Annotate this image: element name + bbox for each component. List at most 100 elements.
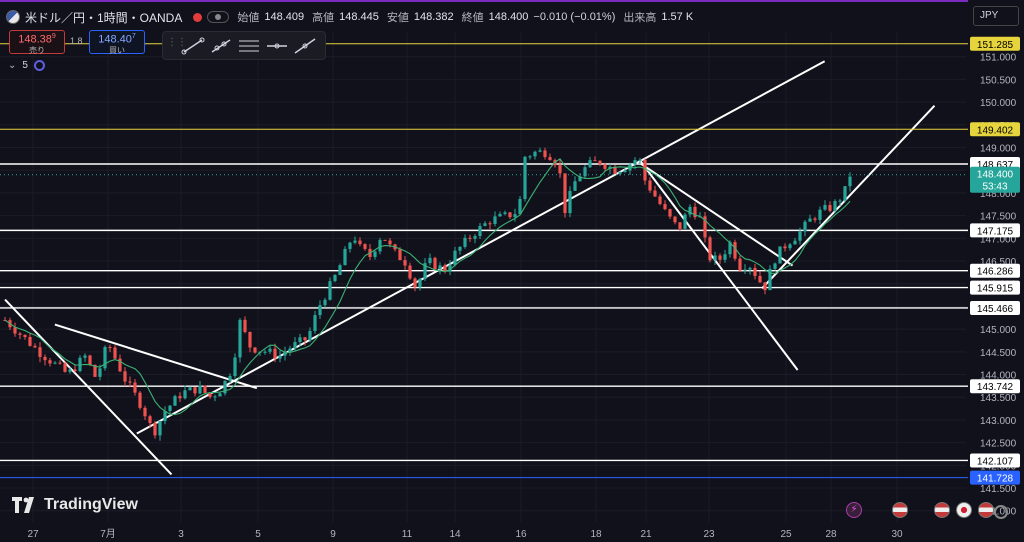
tradingview-logo: TradingView bbox=[12, 496, 138, 514]
candle-body bbox=[673, 216, 677, 223]
price-tick-label: 147.000 bbox=[980, 234, 1017, 245]
candle-body bbox=[623, 170, 627, 173]
us-event-icon[interactable] bbox=[934, 502, 950, 518]
candle-body bbox=[708, 237, 712, 261]
candle-body bbox=[323, 299, 327, 306]
time-tick-label: 3 bbox=[178, 529, 184, 540]
candle-body bbox=[333, 274, 337, 282]
trend-line-tool-icon[interactable] bbox=[181, 36, 205, 56]
candle-body bbox=[398, 249, 402, 261]
candle-body bbox=[638, 159, 642, 161]
candle-body bbox=[653, 190, 657, 197]
candle-body bbox=[593, 160, 597, 162]
us-event-icon[interactable] bbox=[978, 502, 994, 518]
candle-body bbox=[818, 209, 822, 220]
price-tick-label: 151.000 bbox=[980, 53, 1017, 64]
candle-body bbox=[103, 347, 107, 369]
time-tick-label: 25 bbox=[780, 529, 792, 540]
chevron-down-icon[interactable]: ⌄ bbox=[8, 60, 17, 71]
candle-body bbox=[138, 392, 142, 408]
candle-body bbox=[463, 237, 467, 247]
candle-body bbox=[288, 348, 292, 353]
candle-body bbox=[488, 223, 492, 225]
level-price-tag bbox=[970, 280, 1020, 295]
candle-body bbox=[503, 212, 507, 214]
candle-body bbox=[303, 337, 307, 341]
candle-body bbox=[583, 167, 587, 177]
horizontal-line-tool-icon[interactable] bbox=[265, 36, 289, 56]
candle-body bbox=[343, 248, 347, 266]
candle-body bbox=[183, 390, 187, 399]
candle-body bbox=[358, 240, 362, 245]
currency-selector[interactable]: JPY bbox=[973, 6, 1019, 26]
candle-body bbox=[223, 380, 227, 394]
ray-tool-icon[interactable] bbox=[209, 36, 233, 56]
candle-body bbox=[278, 355, 282, 359]
us-event-icon[interactable] bbox=[892, 502, 908, 518]
time-tick-label: 27 bbox=[27, 529, 39, 540]
low-value: 148.382 bbox=[413, 11, 454, 23]
candle-body bbox=[793, 240, 797, 245]
candle-body bbox=[418, 278, 422, 288]
candle-body bbox=[198, 385, 202, 394]
drawn-trend-line bbox=[639, 160, 799, 371]
time-tick-label: 28 bbox=[825, 529, 837, 540]
candle-body bbox=[353, 240, 357, 243]
time-tick-label: 16 bbox=[515, 529, 527, 540]
jp-event-icon[interactable] bbox=[956, 502, 972, 518]
current-price-label: 148.400 bbox=[977, 170, 1014, 181]
level-price-tag bbox=[970, 122, 1020, 137]
price-tick-label: 149.000 bbox=[980, 144, 1017, 155]
candle-body bbox=[773, 263, 777, 269]
time-tick-label: 7月 bbox=[100, 528, 116, 540]
candle-body bbox=[658, 196, 662, 205]
candle-body bbox=[513, 214, 517, 218]
buy-button[interactable]: 148.407 買い bbox=[89, 30, 145, 55]
sell-label: 売り bbox=[29, 45, 45, 55]
price-tick-label: 150.500 bbox=[980, 75, 1017, 86]
candle-body bbox=[763, 282, 767, 291]
candle-body bbox=[18, 333, 22, 335]
candle-body bbox=[438, 265, 442, 270]
drawn-trend-line bbox=[54, 323, 258, 390]
price-tick-label: 147.500 bbox=[980, 212, 1017, 223]
logo-text: TradingView bbox=[44, 496, 138, 513]
candle-body bbox=[718, 255, 722, 260]
indicator-icon[interactable] bbox=[33, 60, 45, 71]
gear-icon[interactable] bbox=[994, 505, 1008, 519]
extended-line-tool-icon[interactable] bbox=[293, 36, 317, 56]
candle-body bbox=[158, 421, 162, 436]
price-tick-label: 144.000 bbox=[980, 371, 1017, 382]
level-price-label: 145.466 bbox=[977, 304, 1014, 315]
eye-icon[interactable] bbox=[207, 11, 230, 23]
candle-body bbox=[678, 222, 682, 229]
candle-body bbox=[803, 221, 807, 232]
candle-body bbox=[483, 223, 487, 226]
candle-body bbox=[423, 263, 427, 279]
price-tick-label: 141.500 bbox=[980, 484, 1017, 495]
flash-news-icon[interactable]: ⚡ bbox=[846, 502, 862, 518]
parallel-channel-tool-icon[interactable] bbox=[237, 36, 261, 56]
sell-button[interactable]: 148.389 売り bbox=[9, 30, 65, 55]
time-tick-label: 11 bbox=[402, 529, 413, 540]
symbol-title[interactable]: 米ドル／円・1時間・OANDA bbox=[25, 10, 183, 25]
candle-body bbox=[408, 265, 412, 279]
level-price-label: 146.286 bbox=[977, 267, 1014, 278]
candle-body bbox=[473, 236, 477, 239]
level-price-tag bbox=[970, 263, 1020, 278]
candle-body bbox=[838, 200, 842, 202]
price-tick-label: 142.500 bbox=[980, 439, 1017, 450]
candle-body bbox=[458, 246, 462, 251]
candle-body bbox=[538, 150, 542, 152]
candle-body bbox=[108, 347, 112, 349]
volume-value: 1.57 K bbox=[661, 11, 694, 23]
time-tick-label: 14 bbox=[449, 529, 461, 540]
drag-handle-icon[interactable]: ⋮⋮ bbox=[167, 36, 187, 48]
currency-pair-flag-icon bbox=[6, 10, 20, 24]
drawn-trend-line bbox=[761, 105, 936, 289]
indicator-value: 5 bbox=[22, 60, 28, 71]
volume-label: 出来高 bbox=[623, 12, 657, 24]
candle-body bbox=[443, 265, 447, 272]
candle-body bbox=[128, 381, 132, 383]
